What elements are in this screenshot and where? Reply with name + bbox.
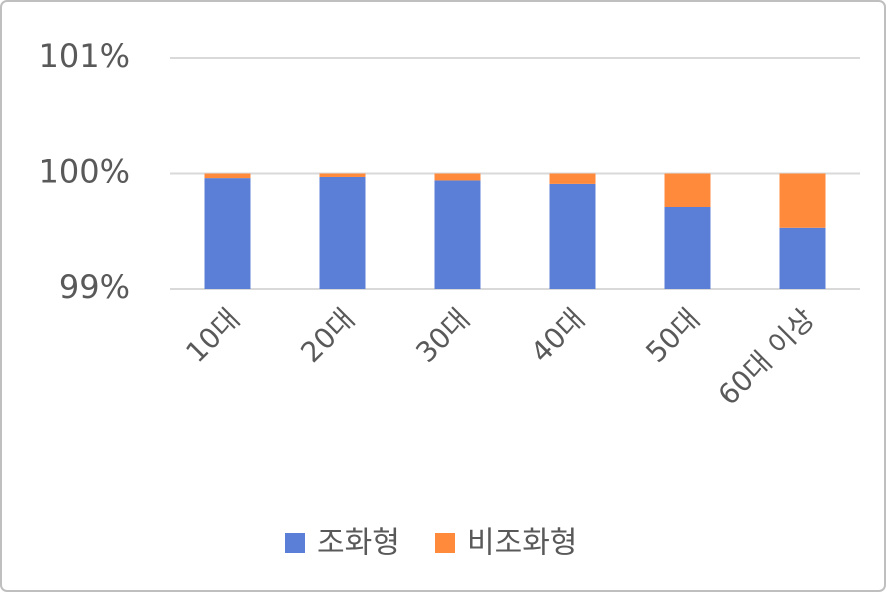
y-tick-label: 101% (39, 37, 130, 75)
bar-segment (434, 173, 481, 181)
bar-segment (779, 173, 826, 228)
legend-swatch (435, 533, 455, 553)
y-tick-label: 99% (59, 268, 130, 306)
bar-segment (319, 173, 366, 177)
bar-segment (319, 176, 366, 289)
bar-segment (549, 173, 596, 184)
legend-label: 조화형 (317, 526, 400, 561)
bar-segment (549, 183, 596, 289)
bar-segment (204, 178, 251, 289)
legend-label: 비조화형 (467, 526, 577, 561)
legend-swatch (285, 533, 305, 553)
bar-segment (664, 206, 711, 289)
bar-segment (204, 173, 251, 179)
bar-segment (779, 227, 826, 289)
bar-segment (434, 180, 481, 289)
bar-segment (664, 173, 711, 207)
y-tick-label: 100% (39, 153, 130, 191)
